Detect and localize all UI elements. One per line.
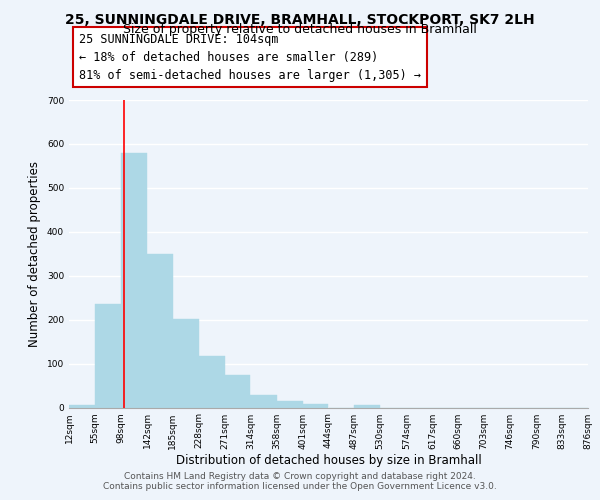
Bar (69, 406, 95, 407)
Bar (199, 356, 224, 408)
Text: Contains public sector information licensed under the Open Government Licence v3: Contains public sector information licen… (103, 482, 497, 491)
Bar (355, 406, 380, 407)
Bar (121, 152, 147, 408)
Bar (147, 254, 173, 408)
X-axis label: Distribution of detached houses by size in Bramhall: Distribution of detached houses by size … (176, 454, 481, 468)
Bar (173, 319, 199, 408)
Text: 25, SUNNINGDALE DRIVE, BRAMHALL, STOCKPORT, SK7 2LH: 25, SUNNINGDALE DRIVE, BRAMHALL, STOCKPO… (65, 12, 535, 26)
Text: 25 SUNNINGDALE DRIVE: 104sqm
← 18% of detached houses are smaller (289)
81% of s: 25 SUNNINGDALE DRIVE: 104sqm ← 18% of de… (79, 32, 421, 82)
Bar (250, 395, 277, 407)
Text: Contains HM Land Registry data © Crown copyright and database right 2024.: Contains HM Land Registry data © Crown c… (124, 472, 476, 481)
Bar (224, 376, 250, 408)
Y-axis label: Number of detached properties: Number of detached properties (28, 161, 41, 347)
Bar (302, 404, 329, 407)
Bar (95, 304, 121, 408)
Bar (277, 401, 302, 407)
Text: Size of property relative to detached houses in Bramhall: Size of property relative to detached ho… (123, 22, 477, 36)
